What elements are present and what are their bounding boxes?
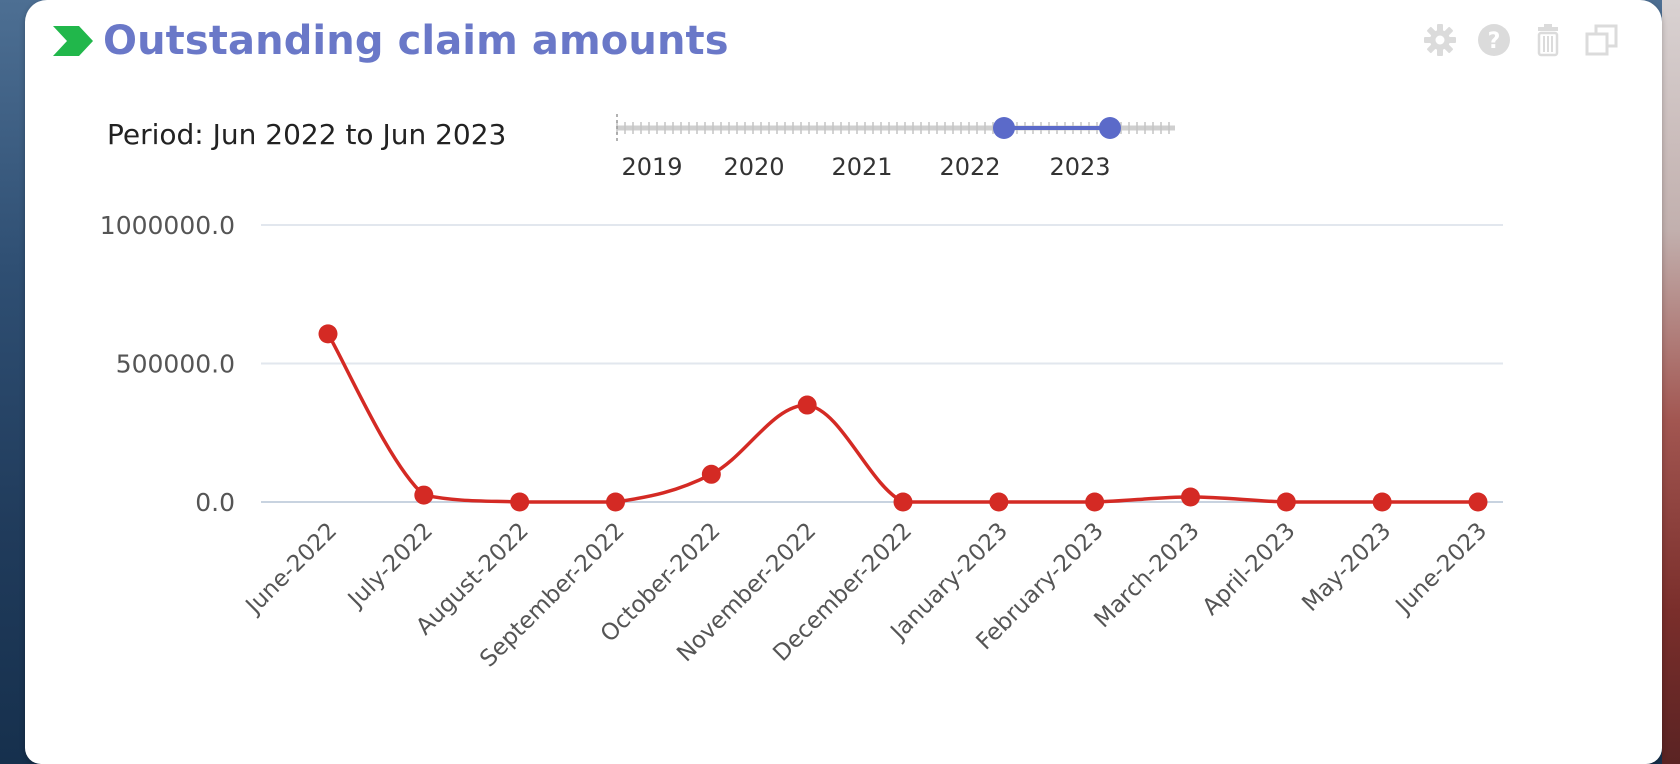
data-point[interactable]: [1085, 492, 1105, 512]
data-point[interactable]: [1181, 487, 1200, 507]
x-axis-ticks: June-2022 July-2022August-2022September-2…: [240, 518, 1492, 673]
series-points: [318, 324, 1488, 512]
y-tick-label: 500000.0: [116, 350, 235, 379]
y-tick-label: 1000000.0: [100, 211, 235, 240]
slider-year-label: 2021: [831, 153, 892, 181]
data-point[interactable]: [510, 492, 530, 512]
period-range-slider[interactable]: 2019 2020 2021 2022 2023: [615, 108, 1175, 198]
x-tick-label: July-2022: [342, 518, 438, 614]
x-tick-label: April-2023: [1198, 518, 1301, 621]
x-tick-label: May-2023: [1297, 518, 1396, 617]
data-point[interactable]: [893, 492, 913, 512]
x-tick-label: June-2023: [1390, 518, 1492, 620]
chevron-right-icon: [53, 26, 93, 56]
svg-text:?: ?: [1488, 29, 1501, 54]
trash-icon[interactable]: [1530, 22, 1566, 58]
data-point[interactable]: [797, 395, 817, 415]
widget-header: Outstanding claim amounts: [53, 16, 729, 66]
y-axis-ticks: 1000000.0 500000.0 0.0: [100, 211, 235, 517]
slider-year-label: 2019: [621, 153, 682, 181]
slider-year-label: 2023: [1049, 153, 1110, 181]
data-point[interactable]: [1468, 492, 1488, 512]
x-tick-label: June-2022: [240, 518, 342, 620]
maximize-icon[interactable]: [1584, 22, 1620, 58]
period-label: Period: Jun 2022 to Jun 2023: [107, 118, 507, 151]
data-point[interactable]: [989, 492, 1009, 512]
y-tick-label: 0.0: [195, 488, 235, 517]
slider-handle-end[interactable]: [1099, 117, 1121, 139]
slider-year-label: 2020: [723, 153, 784, 181]
data-point[interactable]: [701, 464, 721, 484]
data-point[interactable]: [414, 485, 434, 505]
widget-title: Outstanding claim amounts: [103, 18, 729, 64]
background-photo-edge: [1662, 0, 1680, 764]
slider-year-label: 2022: [939, 153, 1000, 181]
widget-toolbar: ?: [1422, 22, 1620, 58]
slider-handle-start[interactable]: [993, 117, 1015, 139]
data-point[interactable]: [1276, 492, 1296, 512]
gear-icon[interactable]: [1422, 22, 1458, 58]
widget-card: Outstanding claim amounts: [25, 0, 1662, 764]
help-icon[interactable]: ?: [1476, 22, 1512, 58]
data-point[interactable]: [318, 324, 338, 344]
data-point[interactable]: [606, 492, 625, 512]
chart-gridlines: [261, 224, 1503, 503]
series-line: [326, 332, 1478, 504]
data-point[interactable]: [1372, 492, 1392, 512]
